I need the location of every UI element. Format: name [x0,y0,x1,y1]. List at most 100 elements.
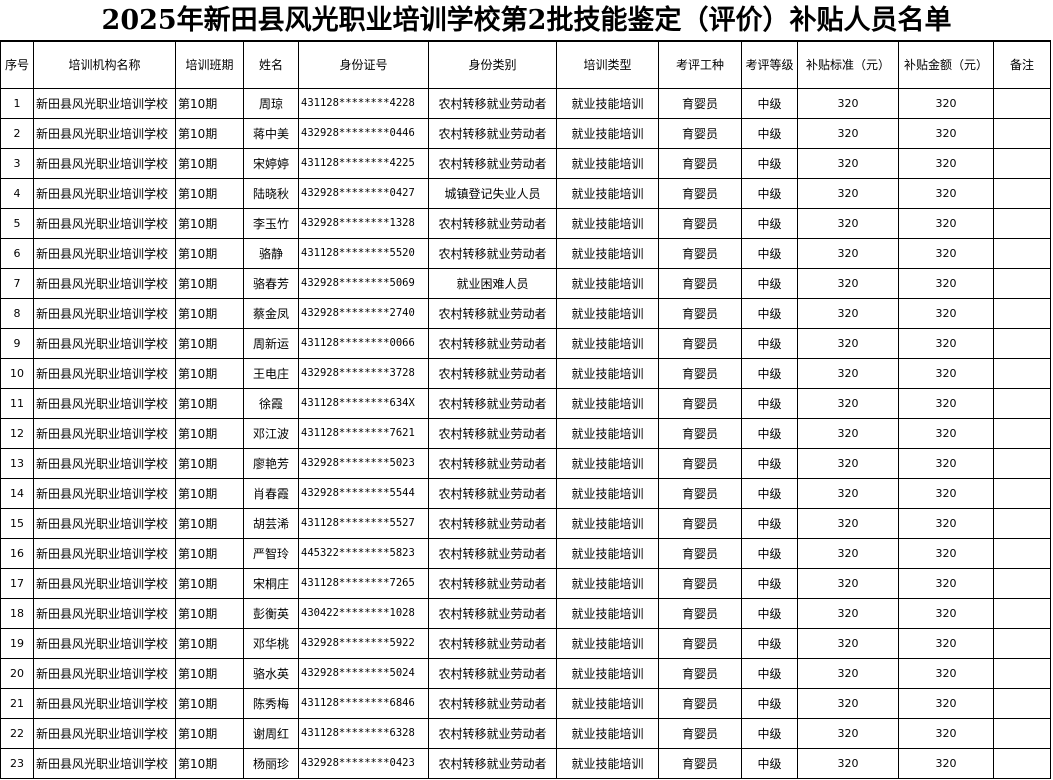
cell-class: 第10期 [175,717,244,749]
cell-standard: 320 [797,507,899,539]
cell-name: 蔡金凤 [243,297,299,329]
cell-amount: 320 [898,87,994,119]
cell-remark [993,417,1051,449]
cell-amount: 320 [898,567,994,599]
cell-identity: 农村转移就业劳动者 [428,357,557,389]
cell-remark [993,507,1051,539]
cell-level: 中级 [741,717,798,749]
cell-level: 中级 [741,687,798,719]
cell-job: 育婴员 [658,297,742,329]
cell-class: 第10期 [175,297,244,329]
cell-level: 中级 [741,387,798,419]
cell-index: 23 [0,747,34,779]
cell-job: 育婴员 [658,177,742,209]
cell-id-number: 431128********7621 [298,417,429,449]
table-row: 3 新田县风光职业培训学校 第10期 宋婷婷 431128********4225 农村转… [0,147,1051,179]
header-col-id-number: 身份证号 [298,40,429,89]
table-row: 12 新田县风光职业培训学校 第10期 邓江波 431128********7621 农村… [0,417,1051,449]
cell-identity: 农村转移就业劳动者 [428,327,557,359]
cell-id-number: 431128********6328 [298,717,429,749]
cell-identity: 农村转移就业劳动者 [428,237,557,269]
table-row: 8 新田县风光职业培训学校 第10期 蔡金凤 432928********2740 农村转… [0,297,1051,329]
cell-identity: 农村转移就业劳动者 [428,87,557,119]
cell-remark [993,747,1051,779]
cell-index: 12 [0,417,34,449]
cell-standard: 320 [797,747,899,779]
cell-institution: 新田县风光职业培训学校 [33,717,176,749]
cell-job: 育婴员 [658,687,742,719]
table-row: 1 新田县风光职业培训学校 第10期 周琼 431128********4228 农村转移… [0,87,1051,119]
cell-identity: 农村转移就业劳动者 [428,627,557,659]
cell-job: 育婴员 [658,387,742,419]
cell-job: 育婴员 [658,327,742,359]
cell-training-type: 就业技能培训 [556,147,659,179]
cell-amount: 320 [898,447,994,479]
cell-remark [993,447,1051,479]
cell-training-type: 就业技能培训 [556,717,659,749]
cell-amount: 320 [898,357,994,389]
cell-job: 育婴员 [658,357,742,389]
cell-standard: 320 [797,387,899,419]
cell-training-type: 就业技能培训 [556,87,659,119]
cell-institution: 新田县风光职业培训学校 [33,567,176,599]
cell-class: 第10期 [175,687,244,719]
cell-remark [993,657,1051,689]
cell-level: 中级 [741,297,798,329]
cell-amount: 320 [898,327,994,359]
cell-name: 彭衡英 [243,597,299,629]
table-row: 15 新田县风光职业培训学校 第10期 胡芸浠 431128********5527 农村… [0,507,1051,539]
table-row: 14 新田县风光职业培训学校 第10期 肖春霞 432928********5544 农村… [0,477,1051,509]
cell-index: 17 [0,567,34,599]
cell-class: 第10期 [175,207,244,239]
cell-institution: 新田县风光职业培训学校 [33,357,176,389]
cell-class: 第10期 [175,747,244,779]
cell-identity: 农村转移就业劳动者 [428,117,557,149]
cell-training-type: 就业技能培训 [556,657,659,689]
cell-id-number: 432928********1328 [298,207,429,239]
cell-id-number: 431128********5527 [298,507,429,539]
subsidy-table: 序号 培训机构名称 培训班期 姓名 身份证号 身份类别 培训类型 考评工种 考评等级 补贴标准（元… [0,40,1051,779]
table-row: 18 新田县风光职业培训学校 第10期 彭衡英 430422********1028 农村… [0,597,1051,629]
cell-level: 中级 [741,357,798,389]
cell-standard: 320 [797,147,899,179]
cell-level: 中级 [741,477,798,509]
cell-identity: 农村转移就业劳动者 [428,687,557,719]
cell-training-type: 就业技能培训 [556,327,659,359]
cell-index: 11 [0,387,34,419]
cell-level: 中级 [741,207,798,239]
table-body: 1 新田县风光职业培训学校 第10期 周琼 431128********4228 农村转移… [0,87,1051,779]
table-row: 9 新田县风光职业培训学校 第10期 周新运 431128********0066 农村转… [0,327,1051,359]
cell-institution: 新田县风光职业培训学校 [33,747,176,779]
cell-training-type: 就业技能培训 [556,687,659,719]
cell-remark [993,567,1051,599]
cell-institution: 新田县风光职业培训学校 [33,177,176,209]
cell-level: 中级 [741,267,798,299]
cell-id-number: 445322********5823 [298,537,429,569]
cell-standard: 320 [797,297,899,329]
cell-institution: 新田县风光职业培训学校 [33,147,176,179]
cell-amount: 320 [898,717,994,749]
cell-name: 蒋中美 [243,117,299,149]
cell-name: 杨丽珍 [243,747,299,779]
header-col-standard: 补贴标准（元） [797,40,899,89]
cell-id-number: 431128********7265 [298,567,429,599]
cell-class: 第10期 [175,447,244,479]
cell-index: 7 [0,267,34,299]
cell-name: 邓江波 [243,417,299,449]
cell-remark [993,597,1051,629]
table-row: 6 新田县风光职业培训学校 第10期 骆静 431128********5520 农村转移… [0,237,1051,269]
cell-identity: 农村转移就业劳动者 [428,417,557,449]
cell-id-number: 432928********5544 [298,477,429,509]
cell-id-number: 431128********0066 [298,327,429,359]
cell-index: 1 [0,87,34,119]
cell-training-type: 就业技能培训 [556,237,659,269]
cell-level: 中级 [741,87,798,119]
cell-standard: 320 [797,207,899,239]
cell-institution: 新田县风光职业培训学校 [33,267,176,299]
cell-class: 第10期 [175,507,244,539]
cell-index: 16 [0,537,34,569]
cell-amount: 320 [898,267,994,299]
cell-training-type: 就业技能培训 [556,117,659,149]
cell-level: 中级 [741,597,798,629]
header-col-class: 培训班期 [175,40,244,89]
